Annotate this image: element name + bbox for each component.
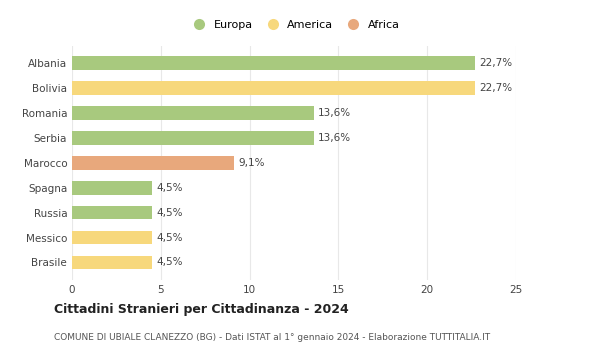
Bar (72, 106, 314, 120)
Text: 22,7%: 22,7% (479, 83, 513, 93)
Bar (72, 206, 152, 219)
Text: 4,5%: 4,5% (157, 208, 183, 218)
Text: 4,5%: 4,5% (157, 258, 183, 267)
Text: 4,5%: 4,5% (157, 183, 183, 193)
Bar (72, 56, 475, 70)
Text: 13,6%: 13,6% (318, 133, 351, 143)
Bar (72, 181, 152, 195)
Text: COMUNE DI UBIALE CLANEZZO (BG) - Dati ISTAT al 1° gennaio 2024 - Elaborazione TU: COMUNE DI UBIALE CLANEZZO (BG) - Dati IS… (54, 333, 490, 342)
Text: 22,7%: 22,7% (479, 58, 513, 68)
Legend: Europa, America, Africa: Europa, America, Africa (184, 16, 404, 35)
Text: 4,5%: 4,5% (157, 232, 183, 243)
Bar (72, 81, 475, 95)
Text: 9,1%: 9,1% (238, 158, 265, 168)
Bar (72, 131, 314, 145)
Bar (72, 231, 152, 244)
Text: Cittadini Stranieri per Cittadinanza - 2024: Cittadini Stranieri per Cittadinanza - 2… (54, 303, 349, 316)
Bar (72, 256, 152, 270)
Bar (72, 156, 233, 170)
Text: 13,6%: 13,6% (318, 108, 351, 118)
